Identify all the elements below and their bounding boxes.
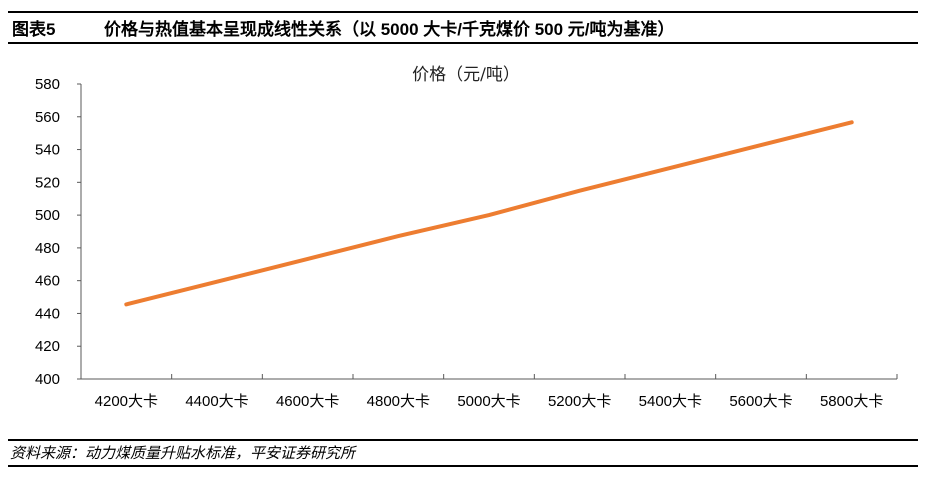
figure-header: 图表5 价格与热值基本呈现成线性关系（以 5000 大卡/千克煤价 500 元/吨… <box>12 15 675 39</box>
y-tick-label: 520 <box>35 174 60 191</box>
bottom-rule <box>8 465 918 467</box>
x-tick-label: 5000大卡 <box>457 393 520 410</box>
x-tick-label: 4200大卡 <box>95 393 158 410</box>
y-tick-label: 480 <box>35 240 60 257</box>
y-tick-label: 440 <box>35 305 60 322</box>
y-tick-label: 500 <box>35 207 60 224</box>
y-tick-label: 540 <box>35 142 60 159</box>
x-tick-label: 5800大卡 <box>820 393 883 410</box>
y-tick-label: 400 <box>35 371 60 388</box>
y-tick-label: 560 <box>35 109 60 126</box>
x-tick-label: 5600大卡 <box>729 393 792 410</box>
y-tick-label: 420 <box>35 338 60 355</box>
figure-title: 价格与热值基本呈现成线性关系（以 5000 大卡/千克煤价 500 元/吨为基准… <box>104 20 675 39</box>
price-line <box>124 120 854 307</box>
x-tick-label: 4800大卡 <box>367 393 430 410</box>
source-note: 资料来源：动力煤质量升贴水标准，平安证券研究所 <box>10 444 356 462</box>
x-tick-label: 4600大卡 <box>276 393 339 410</box>
line-chart: 400 420 440 460 480 500 520 540 560 580 4200大卡 4400… <box>35 76 898 410</box>
x-tick-label: 5200大卡 <box>548 393 611 410</box>
top-rule <box>8 11 918 13</box>
y-tick-label: 580 <box>35 76 60 93</box>
x-tick-label: 5400大卡 <box>639 393 702 410</box>
figure-label: 图表5 <box>12 20 56 39</box>
x-tick-label: 4400大卡 <box>185 393 248 410</box>
chart-title: 价格（元/吨） <box>412 65 520 85</box>
source-top-rule <box>8 439 918 441</box>
y-tick-label: 460 <box>35 273 60 290</box>
header-bottom-rule <box>8 42 918 44</box>
